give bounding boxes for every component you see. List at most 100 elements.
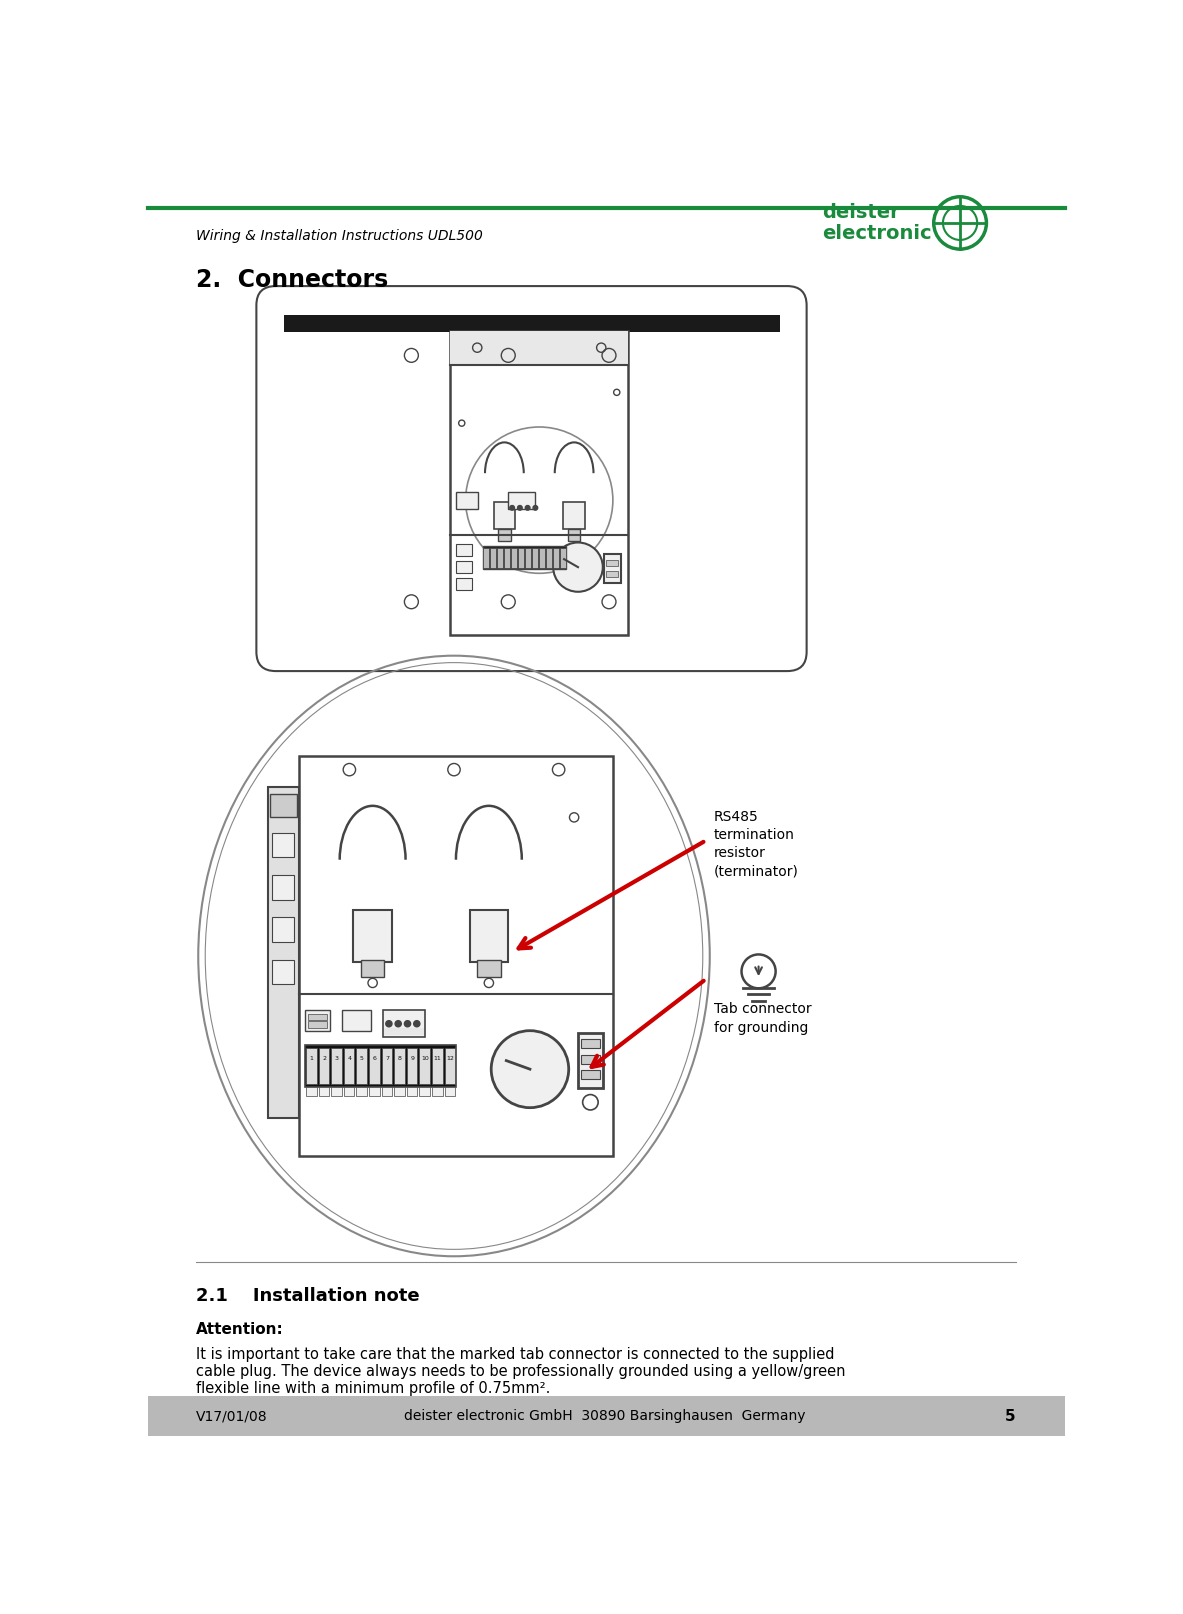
Bar xyxy=(305,1010,330,1031)
Bar xyxy=(369,1086,380,1096)
Bar xyxy=(603,554,621,583)
Bar xyxy=(445,1086,455,1096)
Circle shape xyxy=(491,1031,569,1107)
Bar xyxy=(407,1086,418,1096)
Bar xyxy=(457,492,478,510)
Bar xyxy=(457,544,472,557)
Bar xyxy=(344,1086,355,1096)
Bar xyxy=(419,1086,429,1096)
Circle shape xyxy=(517,505,522,510)
Text: 11: 11 xyxy=(433,1056,441,1060)
Bar xyxy=(511,547,517,568)
Bar xyxy=(318,1086,329,1096)
Bar xyxy=(450,331,628,365)
Text: Attention:: Attention: xyxy=(196,1322,284,1336)
Text: RS485
termination
resistor
(terminator): RS485 termination resistor (terminator) xyxy=(713,810,799,880)
Bar xyxy=(545,547,551,568)
Bar xyxy=(552,547,558,568)
Text: 10: 10 xyxy=(421,1056,428,1060)
Bar xyxy=(432,1086,442,1096)
Bar xyxy=(606,560,619,567)
Text: 2: 2 xyxy=(322,1056,327,1060)
Bar xyxy=(384,1028,424,1035)
FancyBboxPatch shape xyxy=(257,286,807,671)
Bar xyxy=(457,578,472,591)
Bar xyxy=(331,1086,342,1096)
Bar xyxy=(272,917,293,943)
Bar xyxy=(394,1086,405,1096)
Text: 4: 4 xyxy=(348,1056,351,1060)
Bar xyxy=(493,502,516,529)
Bar xyxy=(539,547,544,568)
Bar xyxy=(318,1047,329,1083)
Bar xyxy=(361,960,384,976)
Bar xyxy=(581,1039,600,1049)
Bar xyxy=(305,1044,457,1086)
Text: 2.1    Installation note: 2.1 Installation note xyxy=(196,1286,420,1306)
Bar xyxy=(309,1014,327,1020)
Text: 5: 5 xyxy=(1006,1409,1016,1424)
Bar xyxy=(497,547,503,568)
Bar xyxy=(284,315,780,331)
Bar xyxy=(356,1086,367,1096)
Circle shape xyxy=(554,542,603,592)
Bar xyxy=(382,1010,426,1036)
Bar xyxy=(382,1047,393,1083)
Text: deister electronic GmbH  30890 Barsinghausen  Germany: deister electronic GmbH 30890 Barsinghau… xyxy=(405,1409,806,1424)
Bar xyxy=(331,1047,342,1083)
Text: deister
electronic: deister electronic xyxy=(822,203,932,242)
Text: 5: 5 xyxy=(360,1056,364,1060)
Bar xyxy=(504,547,510,568)
Circle shape xyxy=(534,505,538,510)
Bar xyxy=(272,960,293,985)
Bar xyxy=(394,1047,405,1083)
Bar xyxy=(578,1033,603,1088)
Bar xyxy=(432,1047,442,1083)
Bar xyxy=(470,910,509,962)
Bar xyxy=(354,910,392,962)
Text: cable plug. The device always needs to be professionally grounded using a yellow: cable plug. The device always needs to b… xyxy=(196,1364,846,1378)
Text: 12: 12 xyxy=(446,1056,454,1060)
Bar xyxy=(382,1086,393,1096)
Bar xyxy=(532,547,538,568)
Text: V17/01/08: V17/01/08 xyxy=(196,1409,267,1424)
Bar xyxy=(477,960,500,976)
Text: 2.  Connectors: 2. Connectors xyxy=(196,268,388,292)
Bar xyxy=(490,547,496,568)
Text: 7: 7 xyxy=(384,1056,389,1060)
Bar xyxy=(306,1086,317,1096)
Bar xyxy=(560,547,565,568)
Bar xyxy=(344,1047,355,1083)
Bar xyxy=(568,529,581,541)
Bar xyxy=(306,1047,317,1083)
Text: 3: 3 xyxy=(335,1056,338,1060)
Circle shape xyxy=(414,1020,420,1027)
Text: 6: 6 xyxy=(373,1056,376,1060)
Bar xyxy=(498,529,511,541)
Bar xyxy=(269,786,299,1117)
Bar xyxy=(272,875,293,899)
Bar xyxy=(525,547,531,568)
Text: Tab connector
for grounding: Tab connector for grounding xyxy=(713,1002,812,1035)
Bar xyxy=(563,502,584,529)
Bar xyxy=(299,755,613,1156)
Bar xyxy=(342,1010,371,1031)
Bar xyxy=(272,833,293,857)
Bar xyxy=(483,547,489,568)
Bar xyxy=(606,571,619,578)
Text: 8: 8 xyxy=(397,1056,401,1060)
Bar xyxy=(581,1070,600,1080)
Text: flexible line with a minimum profile of 0.75mm².: flexible line with a minimum profile of … xyxy=(196,1382,550,1396)
Bar xyxy=(356,1047,367,1083)
Bar xyxy=(309,1022,327,1028)
Text: Wiring & Installation Instructions UDL500: Wiring & Installation Instructions UDL50… xyxy=(196,229,483,244)
Bar xyxy=(518,547,524,568)
Bar xyxy=(148,1396,1065,1436)
Bar xyxy=(407,1047,418,1083)
Bar xyxy=(450,331,628,634)
Text: It is important to take care that the marked tab connector is connected to the s: It is important to take care that the ma… xyxy=(196,1348,834,1362)
Bar xyxy=(419,1047,429,1083)
Circle shape xyxy=(405,1020,411,1027)
Bar xyxy=(445,1047,455,1083)
Circle shape xyxy=(395,1020,401,1027)
